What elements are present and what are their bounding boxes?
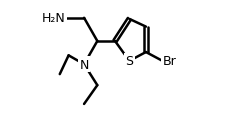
- Text: Br: Br: [162, 55, 175, 68]
- Text: S: S: [125, 55, 133, 68]
- Text: N: N: [79, 58, 88, 71]
- Text: H₂N: H₂N: [42, 12, 65, 25]
